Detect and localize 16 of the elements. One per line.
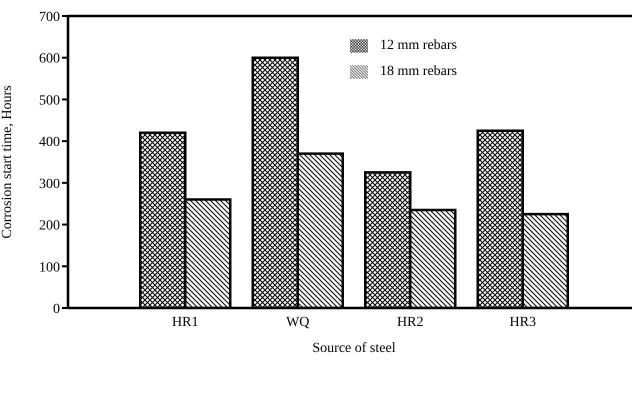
y-axis-title: Corrosion start time, Hours [0,85,15,239]
legend-label: 18 mm rebars [380,64,457,79]
y-tick-label: 100 [39,260,60,276]
x-tick-label: HR2 [397,314,424,330]
y-tick-label: 0 [53,302,60,317]
y-tick-label: 700 [39,10,60,25]
y-tick-label: 200 [39,218,60,234]
legend-label: 12 mm rebars [380,38,457,53]
x-tick-label: HR1 [172,314,198,330]
x-axis-title: Source of steel [312,341,396,356]
x-tick-label: HR3 [510,314,536,330]
y-tick-label: 300 [39,176,60,192]
x-tick-label: WQ [286,314,310,330]
y-tick-label: 500 [39,93,60,108]
y-tick-label: 400 [39,135,60,150]
y-tick-label: 600 [39,52,60,67]
